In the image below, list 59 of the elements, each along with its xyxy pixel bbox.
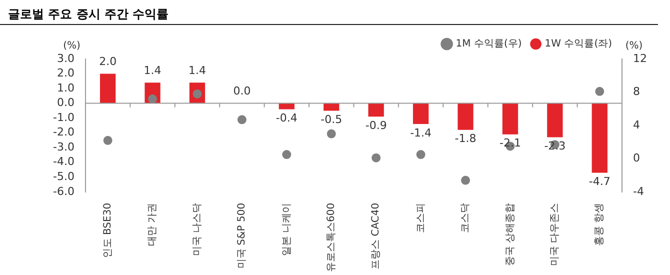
data-label: -1.8 [454,132,476,146]
x-tick-label: 미국 S&P 500 [236,202,248,269]
y2-tick-label: 8 [633,85,640,98]
data-label: 1.4 [188,64,206,77]
point [595,86,604,96]
x-tick-label: 중국 상해종합 [504,202,516,266]
point [237,115,246,124]
data-label: -0.9 [365,118,387,132]
bar [547,103,563,138]
y2-tick-label: 4 [633,118,640,132]
data-label: -1.4 [410,126,432,140]
x-tick-label: 유로스톡스600 [326,202,337,272]
x-tick-label: 코스피 [415,202,426,233]
y-tick-label: -4.0 [52,155,74,168]
x-tick-label: 미국 다우존스 [550,202,561,266]
bar [100,74,116,104]
y-tick-label: -1.0 [52,110,74,124]
x-tick-label: 인도 BSE30 [102,202,114,258]
x-tick-label: 코스닥 [460,202,472,233]
y-tick-label: -5.0 [52,170,74,184]
x-tick-label: 대만 가권 [147,202,158,246]
x-tick-label: 미국 나스닥 [192,202,203,256]
y-tick-label: 0.0 [56,96,74,110]
point [282,150,292,160]
data-label: -0.5 [320,113,342,126]
data-label: -0.4 [276,112,298,125]
y2-axis-title: (%) [625,40,643,52]
y-tick-label: 3.0 [56,52,74,65]
y2-tick-label: 0 [633,152,640,165]
y2-tick-label: -4 [633,184,644,198]
y-tick-label: -3.0 [52,140,74,154]
x-tick-label: 홍콩 항셍 [594,202,606,246]
bar [368,103,384,117]
data-label: 2.0 [99,55,117,68]
y2-tick-label: 12 [633,52,648,65]
data-label: 0.0 [233,84,251,98]
data-label: -4.7 [588,175,610,188]
point [326,129,336,138]
bar [592,103,608,173]
data-label: 1.4 [144,64,162,77]
bar [502,103,518,134]
y-tick-label: -2.0 [52,126,74,139]
bar [412,103,429,124]
legend-label: 1W 수익률(좌) [544,38,612,50]
y-tick-label: 1.0 [56,81,74,94]
x-tick-label: 프랑스 CAC40 [370,202,382,270]
point [416,150,426,160]
point [103,136,112,145]
y-axis-title: (%) [63,40,80,52]
point [461,176,470,185]
bar [458,103,474,130]
point [372,153,381,162]
chart-title: 글로벌 주요 증시 주간 수익률 [0,0,658,25]
x-tick-label: 일본 니케이 [281,202,292,256]
legend-label: 1M 수익률(우) [456,38,522,50]
y-tick-label: 2.0 [56,66,74,80]
data-label: -2.1 [499,136,521,150]
point [148,94,158,104]
y-tick-label: -6.0 [52,184,74,198]
